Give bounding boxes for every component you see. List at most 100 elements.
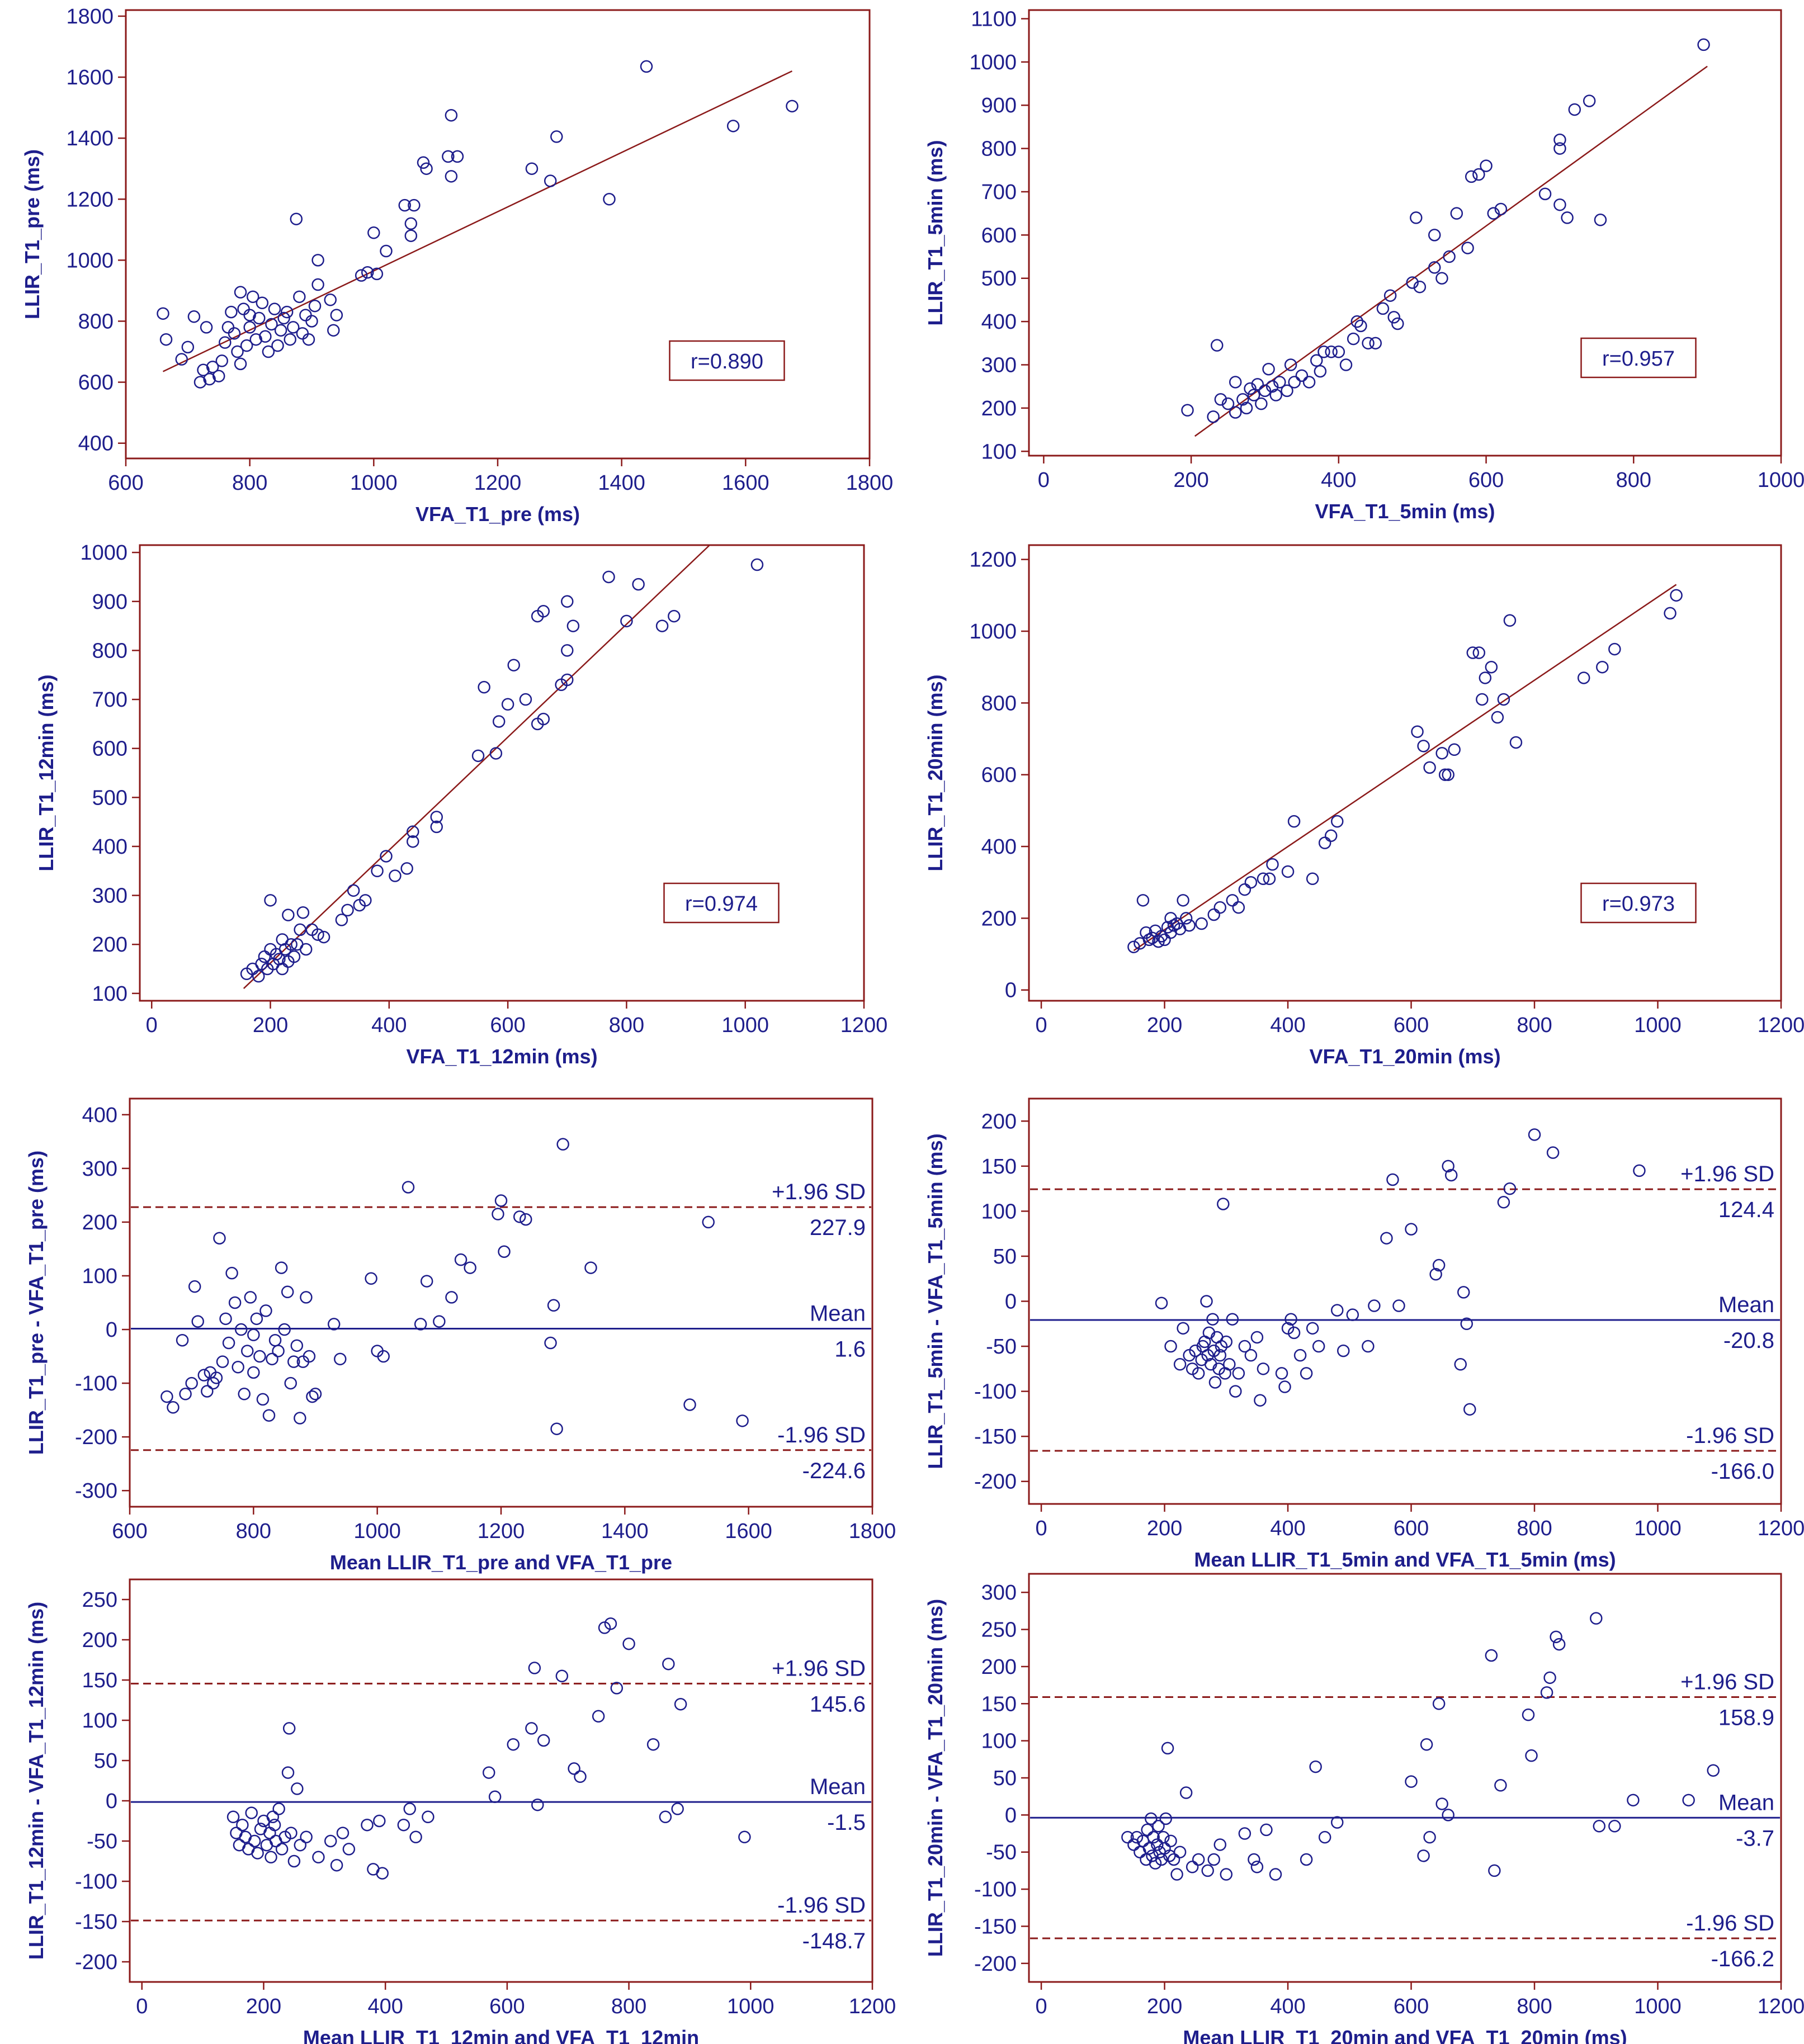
data-point bbox=[243, 321, 256, 334]
plot-frame bbox=[1028, 1573, 1782, 1983]
correlation-coefficient: r=0.973 bbox=[1602, 892, 1675, 916]
data-point bbox=[187, 310, 201, 323]
data-point bbox=[1238, 1340, 1252, 1353]
data-point bbox=[1223, 1358, 1236, 1371]
data-point bbox=[507, 659, 520, 671]
x-tick-label: 1200 bbox=[1758, 1995, 1804, 2018]
data-point bbox=[335, 914, 348, 926]
data-point bbox=[1664, 607, 1677, 620]
data-point bbox=[531, 1798, 544, 1811]
y-tick-label: -150 bbox=[75, 1910, 117, 1934]
data-point bbox=[1432, 1697, 1446, 1710]
data-point bbox=[175, 353, 188, 366]
x-axis-label: Mean LLIR_T1_5min and VFA_T1_5min (ms) bbox=[1194, 1548, 1616, 1571]
y-axis-label: LLIR_T1_pre (ms) bbox=[21, 149, 44, 319]
data-point bbox=[1167, 919, 1180, 932]
data-point bbox=[1487, 207, 1500, 220]
y-tick-label: 100 bbox=[92, 982, 127, 1006]
data-point bbox=[296, 327, 309, 340]
x-tick-label: 400 bbox=[1270, 1995, 1305, 2018]
data-point bbox=[311, 928, 324, 941]
data-point bbox=[1429, 1267, 1442, 1281]
correlation-box bbox=[1580, 337, 1697, 378]
x-tick-label: 1600 bbox=[725, 1520, 772, 1543]
data-point bbox=[1213, 901, 1227, 914]
data-point bbox=[525, 162, 539, 175]
data-point bbox=[1226, 1313, 1239, 1326]
data-point bbox=[215, 354, 229, 367]
data-point bbox=[1497, 1196, 1510, 1209]
data-point bbox=[237, 302, 250, 315]
upper-limit-value: 158.9 bbox=[1718, 1705, 1774, 1730]
data-point bbox=[525, 1722, 538, 1735]
data-point bbox=[1442, 1809, 1454, 1821]
data-point bbox=[296, 906, 310, 919]
x-tick-label: 1600 bbox=[722, 471, 769, 495]
data-point bbox=[370, 267, 384, 281]
mean-value: -20.8 bbox=[1723, 1328, 1774, 1353]
x-tick-label: 0 bbox=[1035, 1995, 1047, 2018]
data-point bbox=[1596, 660, 1609, 674]
data-point bbox=[221, 321, 235, 334]
data-point bbox=[1229, 1385, 1242, 1398]
x-tick-label: 800 bbox=[1517, 1995, 1552, 2018]
mean-value: -1.5 bbox=[827, 1810, 866, 1835]
upper-limit-label: +1.96 SD bbox=[772, 1180, 866, 1204]
data-point bbox=[1350, 315, 1364, 328]
data-point bbox=[1288, 376, 1301, 389]
data-point bbox=[311, 278, 324, 291]
data-point bbox=[203, 372, 216, 386]
data-point bbox=[263, 1827, 276, 1839]
data-point bbox=[228, 1296, 242, 1309]
lower-limit-value: -224.6 bbox=[802, 1459, 866, 1483]
data-point bbox=[1147, 1830, 1160, 1844]
data-point bbox=[306, 1390, 319, 1403]
y-tick-label: 200 bbox=[92, 933, 127, 957]
data-point bbox=[1697, 38, 1710, 51]
data-point bbox=[520, 1213, 532, 1226]
data-point bbox=[277, 311, 290, 325]
data-point bbox=[1538, 187, 1552, 201]
upper-limit-value: 227.9 bbox=[810, 1215, 866, 1240]
data-point bbox=[327, 1318, 341, 1331]
data-point bbox=[1177, 894, 1189, 907]
data-point bbox=[1207, 410, 1220, 423]
data-point bbox=[430, 811, 443, 824]
y-tick-label: 300 bbox=[92, 884, 127, 908]
data-point bbox=[253, 311, 266, 325]
chart-20min-bland-altman: 0 200 400 600 800 1000 1200 -200 -150 -100 -50 0 50 1… bbox=[924, 1573, 1804, 2044]
data-point bbox=[159, 333, 173, 346]
data-point bbox=[272, 1802, 285, 1815]
data-point bbox=[285, 938, 297, 951]
data-point bbox=[284, 333, 296, 346]
x-tick-label: 1000 bbox=[1634, 1517, 1682, 1540]
data-point bbox=[1284, 1313, 1297, 1326]
data-point bbox=[216, 1355, 229, 1368]
data-point bbox=[1177, 1322, 1189, 1335]
x-tick-label: 0 bbox=[146, 1014, 158, 1037]
y-tick-label: 0 bbox=[106, 1790, 117, 1813]
data-point bbox=[236, 1818, 249, 1832]
data-point bbox=[219, 336, 232, 349]
data-point bbox=[433, 1315, 446, 1328]
data-point bbox=[492, 715, 506, 728]
data-point bbox=[1423, 1830, 1436, 1844]
x-tick-label: 200 bbox=[246, 1995, 281, 2018]
data-point bbox=[1413, 280, 1427, 294]
data-point bbox=[1310, 354, 1323, 367]
data-point bbox=[1173, 1846, 1187, 1858]
data-point bbox=[1442, 768, 1454, 781]
lower-limit-label: -1.96 SD bbox=[777, 1893, 866, 1918]
chart-pre-correlation: 600 800 1000 1200 1400 1600 1800 400 600 800 1000 1… bbox=[21, 5, 893, 526]
chart-pre-bland-altman: 600 800 1000 1200 1400 1600 1800 -300 -200 -100 0 1… bbox=[25, 1097, 896, 1574]
data-point bbox=[407, 825, 419, 838]
y-tick-label: 1800 bbox=[66, 5, 114, 29]
data-point bbox=[1525, 1749, 1538, 1762]
data-point bbox=[1314, 365, 1327, 378]
chart-5min-bland-altman: 0 200 400 600 800 1000 1200 -200 -150 -100 -50 0 50 1… bbox=[924, 1097, 1804, 1571]
y-axis-label: LLIR_T1_20min - VFA_T1_20min (ms) bbox=[924, 1599, 947, 1957]
data-point bbox=[365, 1272, 377, 1285]
y-tick-label: 600 bbox=[981, 224, 1017, 247]
data-point bbox=[1306, 1322, 1319, 1335]
data-point bbox=[1232, 1367, 1245, 1380]
